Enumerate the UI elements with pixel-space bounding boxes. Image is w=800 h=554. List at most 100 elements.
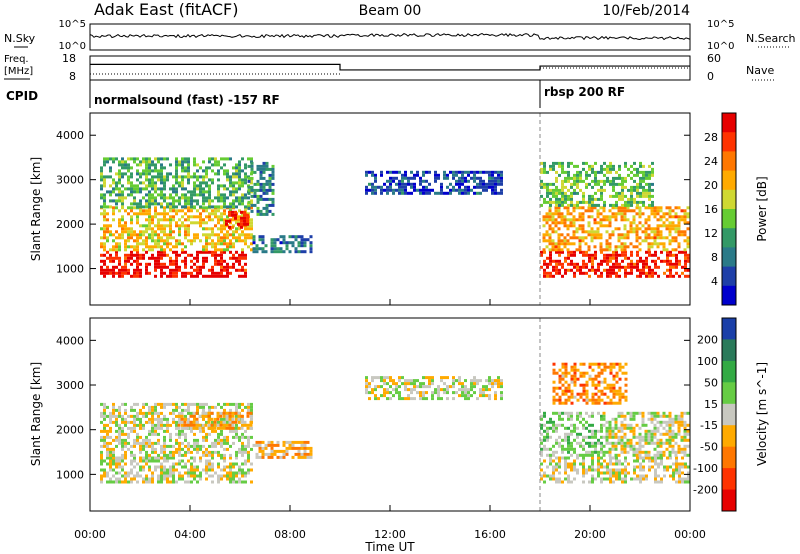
velocity-echo-cell [576, 411, 579, 415]
power-echo-cell [151, 248, 154, 252]
power-echo-cell [175, 157, 178, 161]
power-echo-cell [223, 212, 226, 216]
velocity-echo-cell [608, 441, 612, 445]
power-echo-cell [235, 250, 238, 254]
velocity-echo-cell [608, 423, 612, 427]
velocity-echo-cell [594, 444, 597, 448]
power-echo-cell [130, 209, 133, 213]
velocity-echo-cell [214, 417, 217, 421]
power-echo-cell [154, 268, 157, 272]
power-echo-cell [548, 239, 552, 243]
power-echo-cell [262, 161, 266, 165]
velocity-echo-cell [632, 411, 636, 415]
power-echo-cell [470, 170, 473, 174]
velocity-echo-cell [238, 471, 241, 475]
power-echo-cell [587, 209, 591, 213]
velocity-echo-cell [576, 398, 580, 402]
velocity-echo-cell [657, 474, 660, 478]
power-echo-cell [578, 227, 582, 231]
power-echo-cell [106, 175, 109, 179]
velocity-echo-cell [118, 459, 121, 463]
power-echo-cell [163, 271, 166, 275]
velocity-echo-cell [446, 397, 449, 401]
velocity-echo-cell [398, 394, 401, 398]
power-echo-cell [555, 176, 558, 180]
velocity-echo-cell [686, 444, 690, 448]
power-echo-cell [686, 206, 690, 210]
power-echo-cell [124, 227, 127, 231]
velocity-echo-cell [683, 453, 687, 457]
velocity-echo-cell [611, 447, 615, 451]
power-echo-cell [199, 181, 202, 185]
power-echo-cell [687, 268, 690, 272]
power-echo-cell [265, 182, 269, 186]
power-echo-cell [136, 169, 139, 173]
time-x-axis: 00:00 04:00 08:00 12:00 16:00 20:00 00:00 [74, 299, 706, 541]
power-echo-cell [633, 197, 636, 201]
velocity-echo-cell [686, 423, 690, 427]
velocity-echo-cell [629, 417, 633, 421]
velocity-echo-cell [653, 429, 657, 433]
power-echo-cell [232, 233, 235, 237]
power-echo-cell [169, 202, 172, 206]
power-echo-cell [666, 259, 669, 263]
velocity-echo-cell [235, 408, 238, 412]
velocity-echo-cell [555, 386, 559, 390]
power-echo-cell [223, 169, 226, 173]
power-echo-cell [187, 172, 190, 176]
velocity-echo-cell [118, 405, 121, 409]
power-echo-cell [665, 224, 669, 228]
velocity-echo-cell [184, 426, 187, 430]
power-echo-cell [136, 253, 139, 257]
power-echo-cell [627, 173, 630, 177]
velocity-echo-cell [621, 365, 625, 369]
power-echo-cell [178, 233, 181, 237]
power-echo-cell [241, 169, 244, 173]
power-echo-cell [273, 238, 277, 242]
power-echo-cell [651, 182, 654, 186]
velocity-echo-cell [232, 480, 235, 484]
power-echo-cell [470, 176, 473, 180]
power-echo-cell [633, 200, 636, 204]
velocity-echo-cell [636, 474, 639, 478]
power-echo-cell [608, 233, 612, 237]
velocity-echo-cell [404, 388, 407, 392]
velocity-echo-cell [166, 426, 169, 430]
power-echo-cell [103, 253, 106, 257]
power-echo-cell [554, 224, 558, 228]
power-echo-cell [642, 259, 645, 263]
power-echo-cell [573, 262, 576, 266]
power-echo-cell [163, 181, 166, 185]
power-echo-cell [591, 170, 594, 174]
power-echo-cell [205, 259, 208, 263]
power-echo-cell [549, 188, 552, 192]
velocity-echo-cell [130, 459, 133, 463]
power-echo-cell [232, 236, 235, 240]
power-echo-cell [662, 215, 666, 219]
power-echo-cell [220, 274, 223, 278]
power-echo-cell [193, 205, 196, 209]
velocity-echo-cell [552, 423, 555, 427]
velocity-echo-cell [235, 435, 238, 439]
power-echo-cell [288, 235, 292, 239]
velocity-echo-cell [609, 362, 613, 366]
velocity-echo-cell [124, 408, 127, 412]
velocity-echo-cell [677, 417, 681, 421]
velocity-echo-cell [641, 417, 645, 421]
power-echo-cell [139, 160, 142, 164]
power-echo-cell [419, 179, 422, 183]
power-echo-cell [172, 268, 175, 272]
velocity-echo-cell [425, 385, 428, 389]
power-echo-cell [103, 160, 106, 164]
velocity-echo-cell [564, 471, 567, 475]
power-echo-cell [190, 259, 193, 263]
power-echo-cell [648, 170, 651, 174]
velocity-echo-cell [112, 438, 115, 442]
power-echo-cell [190, 196, 193, 200]
velocity-echo-cell [464, 394, 467, 398]
power-echo-cell [588, 274, 591, 278]
velocity-echo-cell [561, 362, 565, 366]
power-echo-cell [139, 230, 142, 234]
power-echo-cell [118, 221, 121, 225]
power-echo-cell [543, 271, 546, 275]
